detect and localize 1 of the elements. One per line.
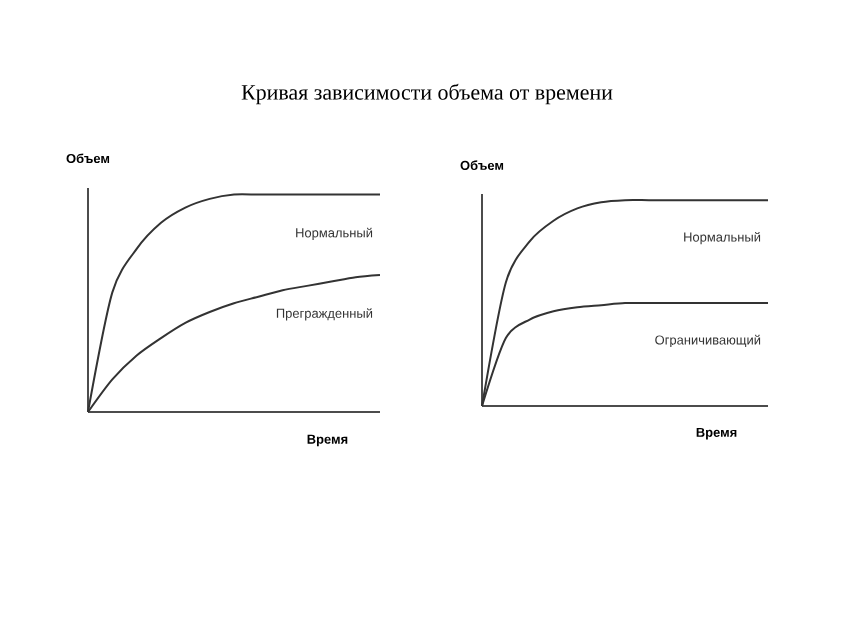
text: Кривая зависимости объема от времени [241,83,613,105]
